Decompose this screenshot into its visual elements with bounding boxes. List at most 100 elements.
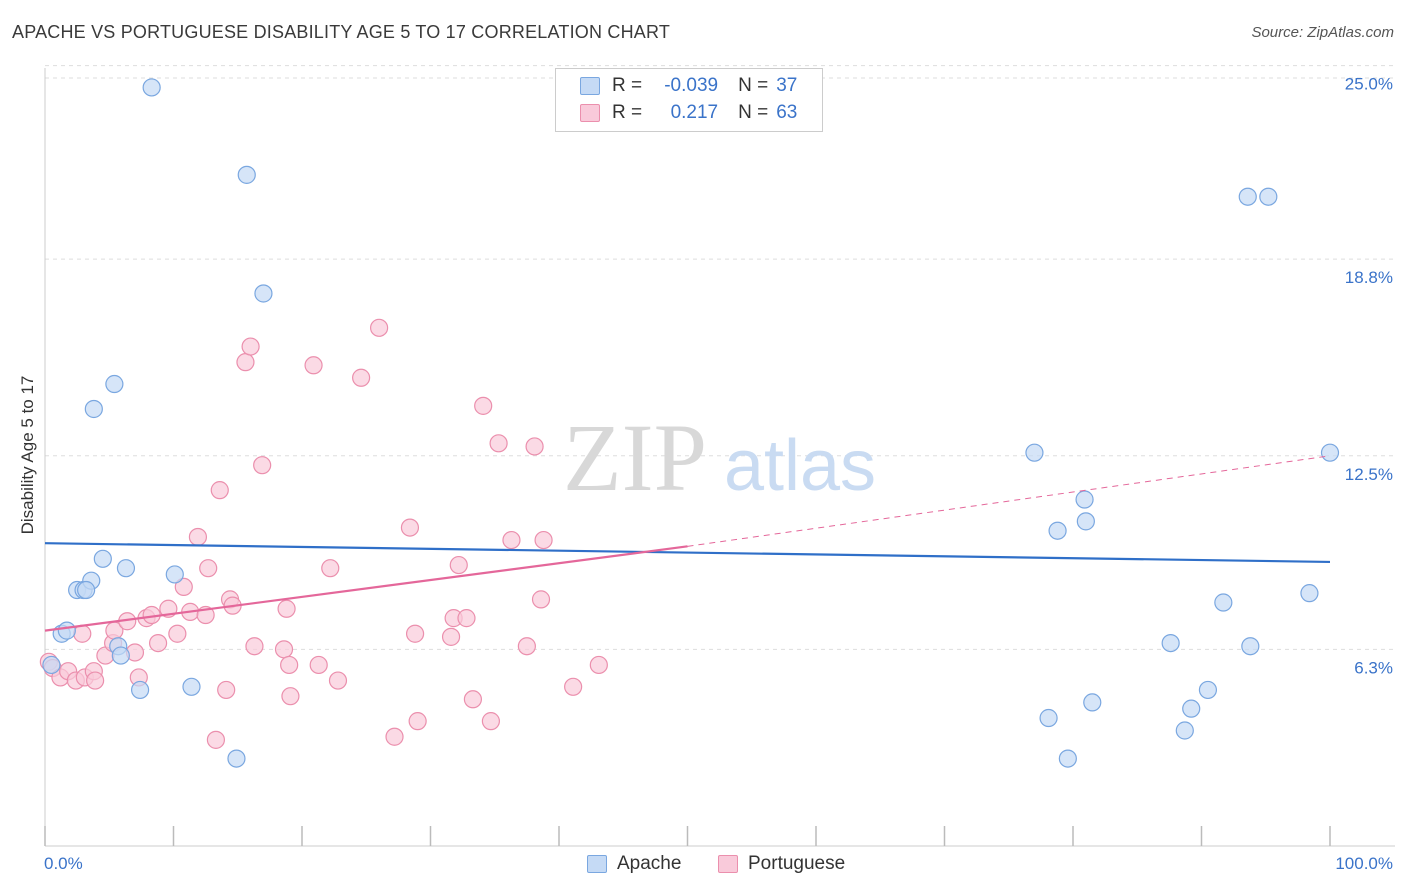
portuguese-trend-line-extended [687, 455, 1331, 547]
portuguese-point [385, 727, 404, 746]
portuguese-point [148, 633, 168, 653]
y-axis-label: Disability Age 5 to 17 [18, 376, 37, 535]
portuguese-point [210, 481, 229, 500]
portuguese-point [188, 527, 208, 547]
apache-point [1058, 749, 1077, 768]
portuguese-point [321, 559, 340, 578]
y-tick-label: 6.3% [1354, 658, 1393, 677]
apache-point [227, 749, 246, 768]
apache-point [93, 549, 112, 568]
legend-row-apache: R = -0.039 N = 37 [580, 74, 797, 98]
portuguese-point [304, 356, 323, 375]
portuguese-point [474, 396, 493, 415]
apache-point [1083, 693, 1102, 712]
apache-point [1238, 187, 1257, 206]
portuguese-point [457, 609, 476, 628]
apache-point [77, 580, 96, 600]
legend-apache-n: 37 [776, 75, 798, 96]
watermark: ZIP atlas [563, 404, 876, 511]
apache-point [142, 78, 161, 97]
legend-r-label: R = [612, 75, 643, 96]
x-tick-label-max: 100.0% [1335, 854, 1393, 873]
portuguese-point [236, 353, 255, 372]
portuguese-point [352, 368, 371, 387]
portuguese-point [534, 530, 553, 550]
portuguese-point [174, 577, 193, 597]
portuguese-point [280, 655, 299, 675]
apache-point [116, 559, 136, 578]
x-tick-label-min: 0.0% [44, 854, 83, 873]
portuguese-point [217, 680, 236, 700]
apache-point [254, 284, 273, 303]
apache-point [1175, 721, 1194, 740]
y-tick-label: 18.8% [1345, 268, 1393, 287]
portuguese-point [274, 640, 294, 659]
bottom-legend-apache: Apache [587, 852, 681, 876]
trend-lines [44, 455, 1331, 632]
apache-point [1182, 699, 1201, 718]
portuguese-point [370, 318, 389, 337]
legend-swatch-apache [580, 77, 600, 95]
legend-r-label: R = [612, 102, 643, 123]
portuguese-point [199, 559, 218, 578]
bottom-legend-portuguese: Portuguese [718, 852, 845, 876]
portuguese-trend-line [44, 545, 688, 632]
portuguese-point [328, 671, 348, 690]
portuguese-point [502, 530, 521, 550]
apache-point [182, 677, 201, 696]
apache-point [84, 399, 103, 419]
bottom-legend-swatch-apache [587, 855, 607, 873]
apache-point [1075, 490, 1094, 509]
apache-point [105, 374, 124, 394]
bottom-legend-swatch-portuguese [718, 855, 738, 873]
portuguese-point [405, 624, 425, 643]
watermark-atlas: atlas [724, 426, 876, 506]
bottom-legend-label-apache: Apache [617, 853, 682, 874]
apache-point [1039, 708, 1058, 728]
legend-swatch-portuguese [580, 104, 600, 122]
portuguese-point [463, 690, 483, 709]
portuguese-point [281, 687, 300, 706]
apache-point [130, 680, 150, 700]
legend-n-label: N = [738, 75, 769, 96]
apache-point [1025, 443, 1044, 462]
apache-point [1198, 680, 1218, 700]
legend-apache-r: -0.039 [664, 75, 719, 96]
apache-point [1241, 637, 1260, 656]
apache-point [57, 621, 76, 640]
portuguese-point [531, 590, 551, 609]
apache-point [1320, 443, 1340, 462]
portuguese-point [489, 434, 508, 453]
apache-point [1161, 633, 1180, 653]
data-points [39, 78, 1340, 768]
apache-point [1048, 521, 1067, 540]
portuguese-point [441, 627, 461, 646]
source-label: Source: ZipAtlas.com [1251, 24, 1394, 41]
apache-point [1214, 593, 1233, 612]
portuguese-point [589, 655, 608, 675]
axes: 6.3% 12.5% 18.8% 25.0% 0.0% 100.0% [44, 68, 1395, 873]
legend-portuguese-r: 0.217 [670, 102, 719, 123]
apache-point [237, 165, 256, 184]
apache-point [111, 646, 130, 665]
portuguese-point [408, 712, 427, 731]
portuguese-point [400, 518, 420, 537]
watermark-zip: ZIP [563, 404, 707, 511]
y-tick-label: 12.5% [1345, 465, 1393, 484]
legend-row-portuguese: R = 0.217 N = 63 [580, 101, 797, 125]
portuguese-point [73, 624, 92, 643]
portuguese-point [86, 671, 105, 690]
portuguese-point [564, 677, 583, 696]
apache-point [1300, 584, 1319, 603]
y-tick-label: 25.0% [1345, 75, 1393, 94]
legend-portuguese-n: 63 [776, 102, 798, 123]
chart-title: APACHE VS PORTUGUESE DISABILITY AGE 5 TO… [12, 22, 671, 42]
apache-trend-line [44, 542, 1331, 564]
legend-n-label: N = [738, 102, 769, 123]
portuguese-point [206, 730, 226, 749]
portuguese-point [168, 624, 187, 643]
apache-point [1259, 187, 1278, 206]
portuguese-point [449, 555, 468, 575]
bottom-legend-label-portuguese: Portuguese [748, 853, 846, 874]
